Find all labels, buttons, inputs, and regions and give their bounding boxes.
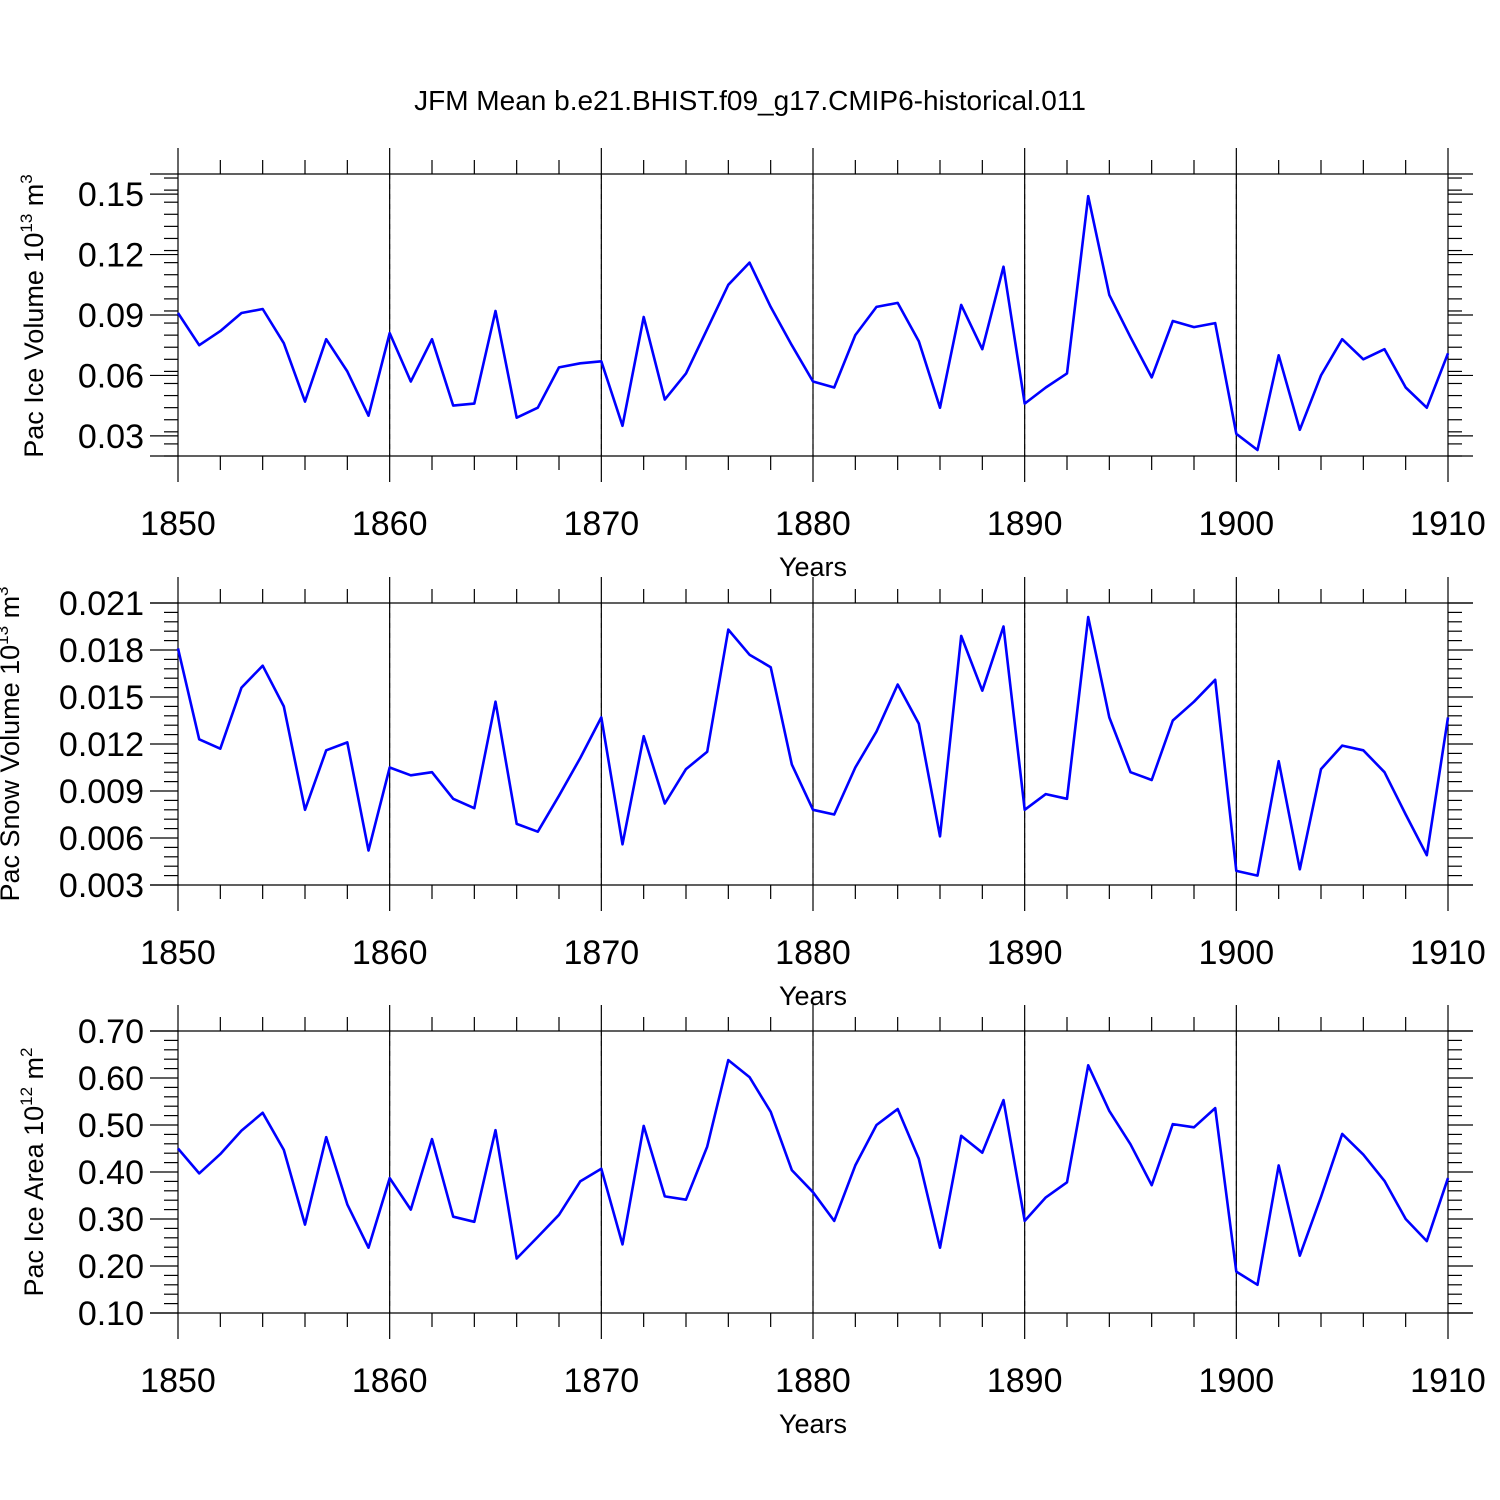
y-tick-label: 0.09: [78, 297, 144, 335]
y-axis-label: Pac Ice Area 1012 m2: [17, 1047, 49, 1296]
x-tick-label: 1880: [775, 505, 851, 543]
x-tick-label: 1890: [987, 505, 1063, 543]
x-tick-label: 1880: [775, 934, 851, 972]
series-line: [177, 1058, 1450, 1287]
x-tick-label: 1890: [987, 934, 1063, 972]
x-tick-label: 1860: [352, 505, 428, 543]
y-tick-label: 0.015: [59, 679, 144, 717]
panel-2: 1850 1860 1870 1880 1890 1900 1910 0.003 0.006 0.…: [0, 577, 1486, 1011]
series-line: [176, 615, 1450, 877]
y-tick-label: 0.50: [78, 1107, 144, 1145]
x-tick-label: 1850: [140, 1362, 216, 1400]
y-tick-label: 0.70: [78, 1013, 144, 1051]
x-tick-label: 1890: [987, 1362, 1063, 1400]
x-tick-label: 1910: [1410, 934, 1486, 972]
y-tick-label: 0.60: [78, 1060, 144, 1098]
y-tick-label: 0.06: [78, 357, 144, 395]
x-tick-label: 1900: [1199, 934, 1275, 972]
x-tick-label: 1880: [775, 1362, 851, 1400]
y-tick-label: 0.006: [59, 820, 144, 858]
chart-title: JFM Mean b.e21.BHIST.f09_g17.CMIP6-histo…: [414, 85, 1086, 116]
panels: 1850 1860 1870 1880 1890 1900 1910 0.03 0.06 0.09…: [0, 148, 1486, 1439]
y-tick-label: 0.003: [59, 867, 144, 905]
y-axis-label: Pac Ice Volume 1013 m3: [17, 174, 49, 458]
panel-1: 1850 1860 1870 1880 1890 1900 1910 0.03 0.06 0.09…: [17, 148, 1486, 582]
y-axis-label: Pac Snow Volume 1013 m3: [0, 586, 25, 901]
y-tick-label: 0.20: [78, 1248, 144, 1286]
y-tick-label: 0.30: [78, 1201, 144, 1239]
x-tick-label: 1860: [352, 934, 428, 972]
x-tick-label: 1860: [352, 1362, 428, 1400]
y-tick-label: 0.009: [59, 773, 144, 811]
x-tick-label: 1870: [564, 934, 640, 972]
y-tick-label: 0.03: [78, 418, 144, 456]
x-tick-label: 1870: [564, 1362, 640, 1400]
x-tick-label: 1850: [140, 505, 216, 543]
x-tick-label: 1900: [1199, 505, 1275, 543]
panel-3: 1850 1860 1870 1880 1890 1900 1910 0.10 0.20 0.30…: [17, 1005, 1486, 1439]
x-tick-label: 1850: [140, 934, 216, 972]
x-tick-label: 1870: [564, 505, 640, 543]
y-tick-label: 0.15: [78, 176, 144, 214]
x-tick-label: 1900: [1199, 1362, 1275, 1400]
y-tick-label: 0.12: [78, 237, 144, 275]
y-tick-label: 0.021: [59, 585, 144, 623]
y-tick-label: 0.012: [59, 726, 144, 764]
series-line: [176, 194, 1450, 452]
x-tick-label: 1910: [1410, 1362, 1486, 1400]
y-tick-label: 0.10: [78, 1295, 144, 1333]
x-axis-label: Years: [779, 1409, 847, 1439]
y-tick-label: 0.40: [78, 1154, 144, 1192]
x-tick-label: 1910: [1410, 505, 1486, 543]
y-tick-label: 0.018: [59, 632, 144, 670]
